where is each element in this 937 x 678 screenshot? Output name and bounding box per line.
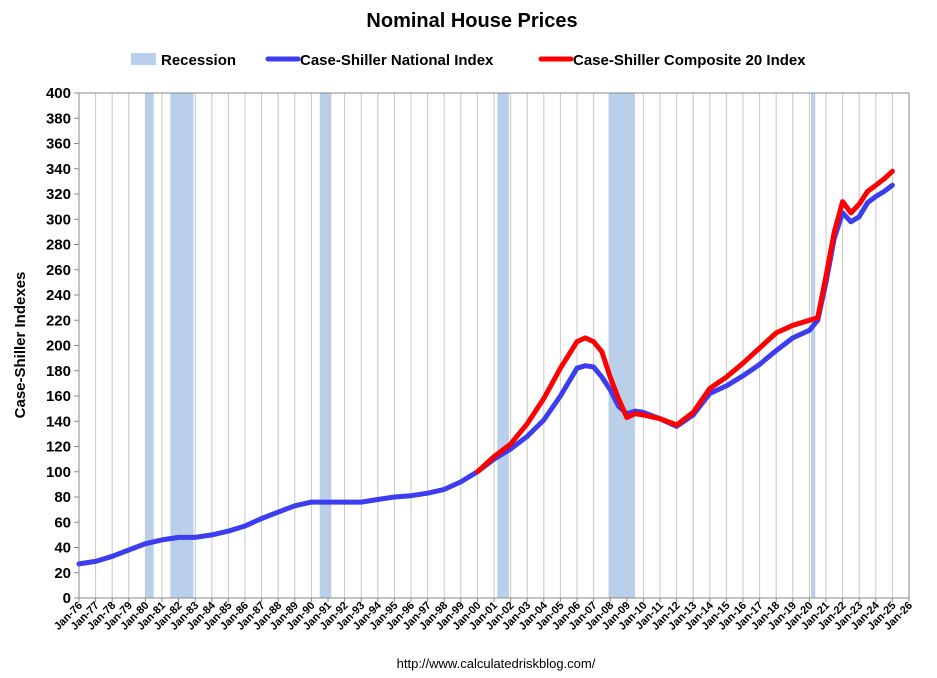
y-tick-label-360: 360 <box>46 136 71 153</box>
legend: Recession Case-Shiller National Index Ca… <box>131 52 806 69</box>
chart-title: Nominal House Prices <box>366 10 577 32</box>
y-tick-label-320: 320 <box>46 186 71 203</box>
y-tick-label-300: 300 <box>46 211 71 228</box>
y-tick-label-140: 140 <box>46 413 71 430</box>
y-tick-label-20: 20 <box>54 565 71 582</box>
y-tick-label-180: 180 <box>46 363 71 380</box>
y-tick-label-280: 280 <box>46 237 71 254</box>
y-tick-label-340: 340 <box>46 161 71 178</box>
y-tick-label-80: 80 <box>54 489 71 506</box>
y-tick-label-380: 380 <box>46 110 71 127</box>
y-tick-label-0: 0 <box>63 590 71 607</box>
legend-label-recession: Recession <box>161 52 236 69</box>
y-tick-label-40: 40 <box>54 540 71 557</box>
legend-label-composite20: Case-Shiller Composite 20 Index <box>573 52 806 69</box>
y-tick-label-220: 220 <box>46 312 71 329</box>
y-tick-label-200: 200 <box>46 338 71 355</box>
y-tick-label-260: 260 <box>46 262 71 279</box>
y-tick-label-60: 60 <box>54 514 71 531</box>
recession-band-1 <box>170 93 194 598</box>
y-tick-label-400: 400 <box>46 85 71 102</box>
recession-band-5 <box>811 93 816 598</box>
x-axis: Jan-76Jan-77Jan-78Jan-79Jan-80Jan-81Jan-… <box>52 598 915 633</box>
series-line-national <box>76 182 895 567</box>
y-tick-label-240: 240 <box>46 287 71 304</box>
y-tick-label-160: 160 <box>46 388 71 405</box>
recession-band-2 <box>319 93 332 598</box>
source-url: http://www.calculatedriskblog.com/ <box>397 656 596 671</box>
series-lines <box>76 168 895 567</box>
recession-band-4 <box>608 93 636 598</box>
recession-band-0 <box>145 93 154 598</box>
series-line-composite20 <box>474 168 895 475</box>
recession-band-3 <box>497 93 509 598</box>
legend-label-national: Case-Shiller National Index <box>300 52 494 69</box>
vertical-gridlines <box>78 93 910 598</box>
y-tick-label-120: 120 <box>46 439 71 456</box>
recession-bands <box>145 93 816 598</box>
y-axis-title: Case-Shiller Indexes <box>12 272 29 419</box>
legend-swatch-recession <box>131 53 156 65</box>
y-tick-label-100: 100 <box>46 464 71 481</box>
y-axis: 0 20 40 60 80 100 120 140 160 180 200 220 240 260 280 3… <box>46 85 79 607</box>
